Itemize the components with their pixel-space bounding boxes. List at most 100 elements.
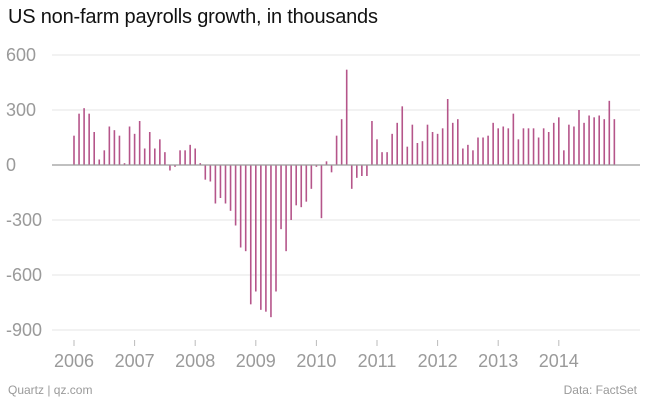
- bar: [421, 141, 424, 165]
- bar: [325, 161, 328, 165]
- bar: [376, 139, 378, 165]
- bar: [482, 137, 484, 165]
- bar: [386, 152, 388, 165]
- bar: [148, 132, 151, 165]
- bar: [234, 165, 237, 226]
- bar: [174, 165, 176, 167]
- bar: [487, 135, 489, 165]
- y-tick-label: -300: [6, 210, 42, 230]
- y-tick-label: 600: [6, 45, 36, 65]
- bar: [563, 150, 565, 165]
- bar: [522, 128, 525, 165]
- bar: [568, 124, 570, 165]
- bar: [608, 100, 611, 165]
- bar: [396, 122, 398, 165]
- x-tick-label: 2013: [478, 351, 518, 371]
- bar: [194, 148, 196, 165]
- y-tick-label: -600: [6, 265, 42, 285]
- bar: [159, 139, 161, 165]
- bar: [356, 165, 358, 178]
- bar: [285, 165, 287, 252]
- x-tick-label: 2008: [175, 351, 215, 371]
- bar: [366, 165, 368, 176]
- bar: [179, 150, 181, 165]
- bar: [588, 115, 590, 165]
- bar: [164, 152, 166, 165]
- bar: [98, 159, 101, 165]
- bar: [613, 119, 616, 165]
- bar: [502, 126, 505, 165]
- bar: [270, 165, 272, 318]
- bar: [578, 110, 580, 165]
- x-tick-label: 2006: [54, 351, 94, 371]
- bar: [249, 165, 252, 305]
- bar: [73, 135, 75, 165]
- bar: [441, 128, 444, 165]
- bar: [446, 99, 449, 165]
- x-tick-label: 2011: [358, 351, 397, 371]
- x-tick-label: 2010: [296, 351, 336, 371]
- bar: [340, 119, 343, 165]
- bar: [255, 165, 257, 292]
- x-tick-label: 2014: [539, 351, 579, 371]
- bar: [93, 132, 95, 165]
- bar: [583, 122, 585, 165]
- bar: [492, 122, 494, 165]
- y-tick-label: -900: [6, 320, 42, 340]
- bar: [457, 119, 459, 165]
- bar: [391, 133, 393, 165]
- y-tick-label: 300: [6, 100, 36, 120]
- bar: [532, 128, 535, 165]
- bar: [593, 117, 595, 165]
- bar: [219, 165, 222, 198]
- x-tick-label: 2007: [115, 351, 155, 371]
- bar: [229, 165, 232, 211]
- bar: [204, 165, 207, 180]
- bar: [537, 137, 540, 165]
- bar: [295, 165, 297, 206]
- bar: [411, 124, 414, 165]
- bar-series: [73, 69, 616, 318]
- bar: [527, 128, 530, 165]
- bar: [507, 128, 510, 165]
- bar: [275, 165, 277, 292]
- bar: [128, 126, 131, 165]
- x-tick-label: 2009: [236, 351, 276, 371]
- bar: [361, 165, 363, 176]
- bar: [224, 165, 227, 204]
- bar: [371, 121, 373, 165]
- y-axis-tick-labels: 600 300 0 -300 -600 -900: [6, 45, 42, 340]
- bar: [133, 133, 136, 165]
- bar: [315, 165, 318, 167]
- bar: [462, 148, 464, 165]
- bar: [143, 148, 146, 165]
- y-tick-label: 0: [6, 155, 16, 175]
- bar: [169, 165, 171, 171]
- bar: [118, 135, 121, 165]
- chart-title: US non-farm payrolls growth, in thousand…: [8, 6, 378, 28]
- bar: [436, 133, 439, 165]
- bar: [330, 165, 333, 173]
- bar: [239, 165, 242, 248]
- bar: [603, 119, 606, 165]
- bar: [265, 165, 267, 312]
- bar: [547, 132, 550, 165]
- bar: [467, 144, 469, 165]
- bar: [189, 144, 191, 165]
- bar: [154, 148, 156, 165]
- bar: [477, 137, 479, 165]
- bar: [113, 130, 116, 165]
- bar: [598, 115, 600, 165]
- bar: [350, 165, 353, 189]
- bar: [472, 150, 474, 165]
- bar: [305, 165, 308, 202]
- x-tick-label: 2012: [418, 351, 458, 371]
- bar: [184, 150, 186, 165]
- bar: [416, 143, 419, 165]
- bar: [552, 122, 555, 165]
- bar: [280, 165, 282, 230]
- bar: [406, 146, 409, 165]
- bar: [244, 165, 247, 252]
- bar: [103, 150, 106, 165]
